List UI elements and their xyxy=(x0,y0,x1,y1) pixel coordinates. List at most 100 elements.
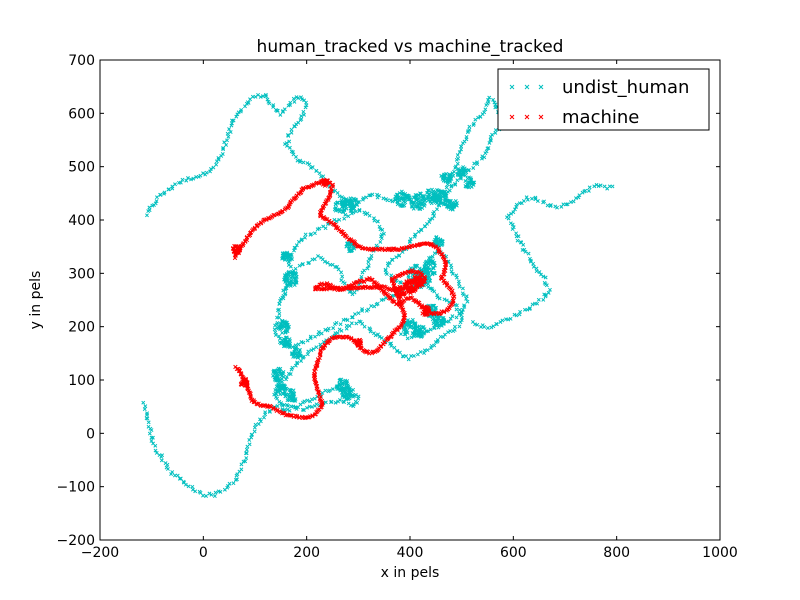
undist-human-point xyxy=(288,264,293,269)
undist-human-point xyxy=(272,327,277,332)
ticks-layer: −200 0 200 400 600 800 1000 −200 −100 0 100 200 300 4… xyxy=(57,53,738,561)
undist-human-point xyxy=(284,374,289,379)
undist-human-point xyxy=(356,311,361,316)
undist-human-point xyxy=(435,207,439,212)
undist-human-point xyxy=(409,354,414,358)
undist-human-point xyxy=(463,173,468,178)
undist-human-point xyxy=(244,456,249,460)
undist-human-point xyxy=(271,370,276,374)
undist-human-point xyxy=(288,253,293,258)
undist-human-point xyxy=(415,325,420,330)
undist-human-point xyxy=(354,198,359,203)
undist-human-point xyxy=(278,296,283,301)
undist-human-point xyxy=(264,94,269,99)
undist-human-point xyxy=(239,107,244,112)
undist-human-point xyxy=(442,297,447,302)
undist-human-point xyxy=(518,309,523,314)
undist-human-point xyxy=(360,307,365,312)
undist-human-point xyxy=(289,367,294,372)
undist-human-point xyxy=(245,444,250,449)
undist-human-point xyxy=(493,130,498,135)
undist-human-point xyxy=(386,263,390,268)
undist-human-point xyxy=(410,317,415,322)
undist-human-point xyxy=(142,407,147,412)
undist-human-point xyxy=(285,340,290,345)
undist-human-point xyxy=(167,187,171,192)
undist-human-point xyxy=(388,341,392,346)
undist-human-point xyxy=(518,240,523,244)
undist-human-point xyxy=(282,252,287,257)
undist-human-point xyxy=(303,235,307,240)
undist-human-point xyxy=(294,406,299,411)
undist-human-point xyxy=(334,201,339,205)
machine-point xyxy=(392,330,397,335)
undist-human-point xyxy=(418,191,423,196)
undist-human-point xyxy=(529,196,534,201)
undist-human-point xyxy=(488,134,493,139)
y-tick-label: 200 xyxy=(68,320,95,336)
undist-human-point xyxy=(372,216,376,221)
undist-human-point xyxy=(256,422,261,426)
machine-point xyxy=(348,286,353,291)
machine-point xyxy=(417,242,423,247)
machine-point xyxy=(339,286,344,291)
undist-human-point xyxy=(276,308,280,313)
undist-human-point xyxy=(450,314,455,319)
undist-human-point xyxy=(337,217,342,222)
undist-human-point xyxy=(291,276,296,280)
undist-human-point xyxy=(484,103,489,108)
series-layer xyxy=(141,92,615,499)
undist-human-point xyxy=(465,130,470,135)
undist-human-point xyxy=(455,178,460,183)
undist-human-point xyxy=(169,472,174,477)
machine-point xyxy=(407,280,412,285)
undist-human-point xyxy=(361,196,366,201)
undist-human-point xyxy=(228,130,233,134)
undist-human-point xyxy=(307,162,312,167)
undist-human-point xyxy=(527,256,532,261)
machine-point xyxy=(412,243,417,249)
undist-human-point xyxy=(262,415,266,420)
undist-human-point xyxy=(422,351,427,356)
undist-human-point xyxy=(392,345,397,350)
undist-human-point xyxy=(408,197,413,202)
undist-human-point xyxy=(454,157,459,162)
undist-human-point xyxy=(273,333,278,337)
undist-human-point xyxy=(352,206,357,211)
undist-human-point xyxy=(344,206,349,211)
undist-human-point xyxy=(321,339,326,344)
undist-human-point xyxy=(277,334,281,339)
undist-human-point xyxy=(305,398,310,403)
undist-human-point xyxy=(461,293,466,297)
undist-human-point xyxy=(315,227,320,232)
undist-human-point xyxy=(432,213,437,218)
machine-point xyxy=(243,377,249,382)
undist-human-point xyxy=(351,387,356,392)
undist-human-point xyxy=(419,194,424,198)
undist-human-point xyxy=(524,195,529,200)
undist-human-point xyxy=(321,174,326,179)
undist-human-point xyxy=(349,211,354,216)
undist-human-point xyxy=(327,388,332,393)
undist-human-point xyxy=(375,219,380,224)
undist-human-point xyxy=(377,334,382,339)
y-tick-label: 500 xyxy=(68,160,95,176)
undist-human-point xyxy=(301,340,306,345)
undist-human-point xyxy=(303,105,308,110)
undist-human-point xyxy=(455,153,460,158)
undist-human-point xyxy=(289,404,294,409)
undist-human-point xyxy=(459,310,464,315)
undist-human-point xyxy=(159,458,164,463)
undist-human-point xyxy=(293,351,298,356)
undist-human-point xyxy=(312,231,317,236)
undist-human-point xyxy=(347,245,352,250)
undist-human-point xyxy=(316,329,321,334)
undist-human-point xyxy=(598,183,603,188)
undist-human-point xyxy=(191,176,196,181)
undist-human-point xyxy=(596,184,601,189)
undist-human-point xyxy=(353,399,358,404)
undist-human-point xyxy=(296,239,301,244)
undist-human-point xyxy=(145,411,150,416)
undist-human-point xyxy=(286,133,291,138)
undist-human-point xyxy=(543,292,548,297)
